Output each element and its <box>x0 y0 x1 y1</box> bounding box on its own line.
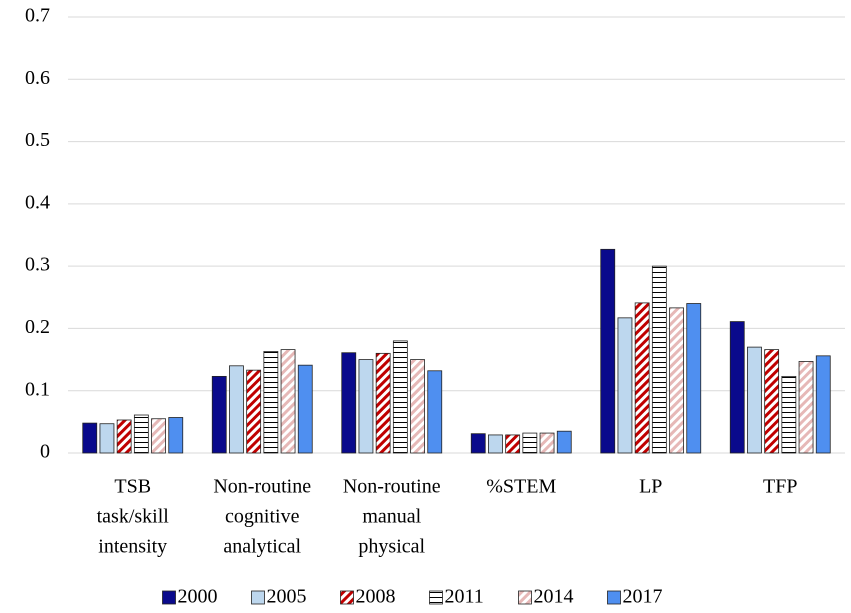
bar <box>392 340 408 454</box>
legend-swatch <box>251 590 265 605</box>
bar <box>798 361 814 454</box>
bar <box>297 364 313 454</box>
bar <box>151 418 166 454</box>
bar <box>341 352 357 454</box>
x-tick-label: TSB <box>114 476 151 498</box>
bar <box>488 434 503 454</box>
bar <box>82 422 98 454</box>
y-tick-label: 0.4 <box>25 191 50 213</box>
x-tick-label: task/skill <box>97 506 170 528</box>
x-tick-label: LP <box>639 476 662 498</box>
y-tick-label: 0.2 <box>25 316 50 338</box>
bar <box>815 355 831 454</box>
bar <box>539 432 555 454</box>
y-tick-label: 0.5 <box>25 129 50 151</box>
bar <box>427 370 443 454</box>
y-tick-label: 0.7 <box>25 5 50 27</box>
bar <box>116 419 132 454</box>
y-tick-label: 0 <box>40 441 50 463</box>
bar <box>358 359 374 454</box>
legend-label: 2011 <box>445 586 484 608</box>
bar <box>669 307 684 454</box>
bar <box>747 346 762 454</box>
bar <box>522 432 538 454</box>
bar <box>410 359 425 454</box>
x-tick-label: TFP <box>763 476 797 498</box>
legend-label: 2017 <box>623 586 663 608</box>
bar <box>99 423 115 454</box>
legend-label: 2008 <box>356 586 396 608</box>
bar <box>263 351 279 454</box>
x-tick-label: cognitive <box>225 506 300 528</box>
legend-swatch <box>429 590 443 605</box>
legend-label: 2005 <box>267 586 307 608</box>
x-tick-label: Non-routine <box>343 476 441 498</box>
legend-swatch <box>340 590 354 605</box>
bar <box>781 375 797 454</box>
x-tick-label: analytical <box>223 536 301 558</box>
bar <box>229 365 244 454</box>
x-tick-label: manual <box>362 506 421 528</box>
bar <box>133 414 149 454</box>
y-tick-label: 0.6 <box>25 67 50 89</box>
x-tick-label: physical <box>358 536 425 558</box>
legend-swatch <box>162 590 176 605</box>
legend-label: 2014 <box>534 586 574 608</box>
bar <box>600 248 616 454</box>
y-tick-label: 0.1 <box>25 378 50 400</box>
bar <box>634 302 650 454</box>
bar <box>729 321 745 454</box>
legend-swatch <box>607 590 621 605</box>
bar <box>651 265 667 454</box>
legend-swatch <box>518 590 532 605</box>
legend-label: 2000 <box>178 586 218 608</box>
bar <box>505 434 521 454</box>
bar <box>617 317 633 454</box>
bar <box>280 349 296 454</box>
bar <box>246 369 262 454</box>
bar <box>556 430 572 454</box>
bar <box>764 349 780 454</box>
bar <box>375 352 391 454</box>
bar <box>686 303 702 454</box>
bar <box>168 417 184 454</box>
bar <box>470 433 486 454</box>
x-tick-label: intensity <box>98 536 167 558</box>
x-tick-label: %STEM <box>486 476 556 498</box>
x-tick-label: Non-routine <box>213 476 311 498</box>
y-tick-label: 0.3 <box>25 254 50 276</box>
bar <box>211 375 227 454</box>
